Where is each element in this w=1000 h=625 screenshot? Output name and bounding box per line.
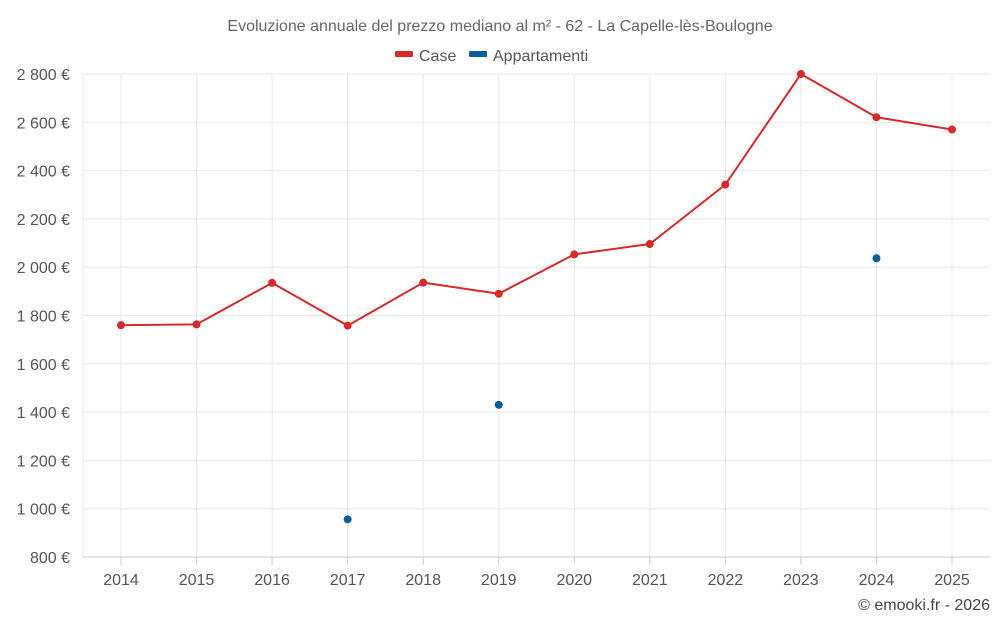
x-tick-label: 2025 — [934, 572, 970, 589]
y-tick-label: 2 600 € — [17, 115, 70, 132]
legend-swatch-case — [395, 51, 413, 57]
y-tick-label: 2 200 € — [17, 212, 70, 229]
legend-swatch-appartamenti — [469, 51, 487, 57]
legend: Case Appartamenti — [395, 48, 588, 65]
y-tick-label: 2 800 € — [17, 67, 70, 84]
data-point-case-2024[interactable] — [872, 113, 881, 122]
y-tick-label: 800 € — [30, 550, 70, 567]
y-tick-label: 1 800 € — [17, 309, 70, 326]
x-axis-ticks — [120, 557, 953, 565]
x-gridlines — [82, 74, 953, 557]
y-tick-label: 1 000 € — [17, 502, 70, 519]
data-point-case-2016[interactable] — [268, 278, 277, 287]
data-point-case-2025[interactable] — [948, 125, 956, 134]
data-point-appartamenti-2024[interactable] — [872, 254, 881, 263]
data-point-case-2020[interactable] — [570, 250, 579, 259]
data-point-case-2023[interactable] — [796, 70, 805, 78]
y-tick-label: 2 000 € — [17, 260, 70, 277]
legend-item-case[interactable]: Case — [395, 48, 456, 65]
x-tick-label: 2023 — [783, 572, 819, 589]
chart-title: Evoluzione annuale del prezzo mediano al… — [227, 18, 772, 35]
data-point-case-2014[interactable] — [117, 321, 125, 330]
x-axis-labels: 2014 2015 2016 2017 2018 2019 2020 2021 2022 2023… — [103, 572, 970, 589]
x-tick-label: 2021 — [632, 572, 668, 589]
y-gridlines — [83, 73, 990, 558]
data-point-case-2022[interactable] — [721, 180, 730, 189]
x-tick-label: 2016 — [254, 572, 290, 589]
series-appartamenti — [343, 254, 881, 524]
series-layer — [117, 70, 956, 524]
credit-text: © emooki.fr - 2026 — [858, 597, 990, 614]
legend-item-appartamenti[interactable]: Appartamenti — [469, 48, 588, 65]
data-point-case-2017[interactable] — [343, 321, 352, 330]
data-point-appartamenti-2019[interactable] — [494, 400, 503, 409]
y-tick-label: 1 600 € — [17, 357, 70, 374]
y-tick-label: 2 400 € — [17, 164, 70, 181]
x-tick-label: 2014 — [103, 572, 139, 589]
x-tick-label: 2015 — [179, 572, 215, 589]
series-line-case — [120, 73, 953, 327]
y-tick-label: 1 400 € — [17, 405, 70, 422]
legend-label-case: Case — [419, 48, 456, 65]
x-tick-label: 2024 — [859, 572, 895, 589]
x-tick-label: 2018 — [405, 572, 441, 589]
data-point-case-2021[interactable] — [645, 240, 654, 249]
legend-label-appartamenti: Appartamenti — [493, 48, 588, 65]
x-tick-label: 2017 — [330, 572, 366, 589]
data-point-appartamenti-2017[interactable] — [343, 515, 352, 524]
x-tick-label: 2020 — [556, 572, 592, 589]
x-tick-label: 2022 — [708, 572, 744, 589]
x-tick-label: 2019 — [481, 572, 517, 589]
y-axis-labels: 800 € 1 000 € 1 200 € 1 400 € 1 600 € 1 800 €… — [17, 67, 70, 567]
y-tick-label: 1 200 € — [17, 453, 70, 470]
data-point-case-2019[interactable] — [494, 289, 503, 298]
data-point-case-2015[interactable] — [192, 320, 201, 329]
data-point-case-2018[interactable] — [419, 278, 428, 287]
series-case — [117, 70, 956, 330]
